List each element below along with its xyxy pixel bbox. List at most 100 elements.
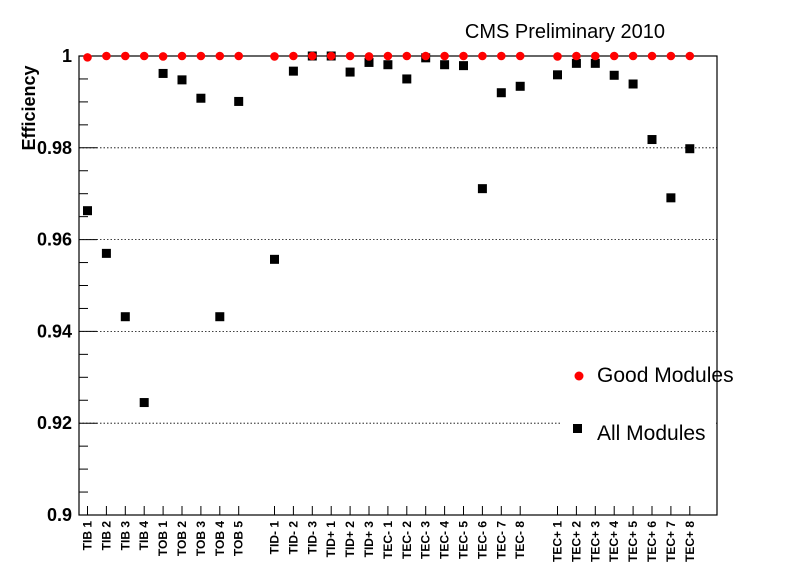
x-tick-label: TEC- 8: [513, 521, 527, 559]
good-modules-point: [326, 51, 336, 61]
x-tick-label: TIB 1: [81, 521, 95, 551]
x-tick-label: TEC+ 3: [588, 521, 602, 562]
legend: Good Modules All Modules: [560, 350, 734, 456]
chart-title: CMS Preliminary 2010: [465, 21, 665, 43]
all-modules-point: [590, 58, 600, 68]
all-modules-point: [628, 79, 638, 89]
y-tick-label: 1: [62, 46, 72, 66]
x-tick-label: TOB 4: [213, 521, 227, 556]
all-modules-point: [440, 60, 450, 70]
x-tick-label: TEC+ 6: [645, 521, 659, 562]
y-tick-label: 0.96: [37, 230, 72, 250]
legend-marker-good: [574, 371, 584, 381]
good-modules-point: [102, 51, 111, 61]
axis-ticks: 0.9 0.92 0.94 0.96 0.98 1: [37, 46, 691, 525]
all-modules-point: [158, 68, 168, 78]
good-modules-point: [459, 51, 468, 61]
all-modules-point: [270, 254, 279, 264]
x-tick-label: TID+ 1: [324, 521, 338, 558]
x-tick-label: TEC- 7: [494, 521, 508, 559]
y-axis-label: Efficiency: [19, 65, 39, 150]
x-tick-label: TID- 1: [268, 521, 282, 555]
good-modules-point: [572, 51, 581, 61]
y-tick-label: 0.9: [47, 505, 72, 525]
all-modules-point: [120, 312, 130, 322]
x-tick-label: TEC- 2: [400, 521, 414, 559]
all-modules-point: [459, 61, 468, 71]
good-modules-point: [478, 51, 487, 61]
legend-label-all: All Modules: [597, 422, 706, 445]
good-modules-point: [383, 51, 393, 61]
all-modules-point: [553, 70, 562, 80]
y-tick-label: 0.92: [37, 413, 72, 433]
x-tick-label: TEC- 6: [475, 521, 489, 559]
all-modules-point: [571, 58, 581, 68]
all-modules-point: [196, 93, 206, 103]
all-modules-point: [515, 81, 525, 91]
x-tick-label: TOB 3: [194, 521, 208, 556]
legend-marker-all: [573, 424, 582, 433]
good-modules-point: [647, 51, 657, 61]
x-tick-label: TEC+ 8: [683, 521, 697, 562]
all-modules-point: [383, 60, 393, 70]
all-modules-point: [139, 398, 149, 408]
all-modules-point: [496, 88, 506, 98]
good-modules-point: [308, 51, 317, 61]
good-modules-point: [177, 51, 187, 61]
data-points: [83, 51, 695, 408]
all-modules-point: [83, 206, 92, 216]
all-modules-point: [177, 75, 187, 85]
good-modules-point: [591, 51, 600, 61]
good-modules-point: [234, 51, 243, 61]
good-modules-point: [440, 51, 449, 61]
all-modules-point: [345, 67, 355, 77]
legend-label-good: Good Modules: [597, 364, 734, 387]
all-modules-point: [666, 193, 676, 203]
x-tick-label: TEC+ 4: [607, 521, 621, 562]
x-tick-label: TOB 5: [232, 521, 246, 556]
good-modules-point: [345, 51, 355, 61]
all-modules-point: [402, 74, 412, 84]
all-modules-point: [101, 248, 111, 258]
x-tick-label: TOB 1: [156, 521, 170, 556]
x-tick-labels: TIB 1 TIB 2 TIB 3 TIB 4 TOB 1 TOB 2 TOB 3 TOB 4…: [81, 521, 697, 562]
good-modules-point: [666, 51, 676, 61]
all-modules-point: [609, 70, 619, 80]
all-modules-point: [288, 66, 298, 76]
good-modules-point: [628, 51, 638, 61]
x-tick-label: TEC- 3: [419, 521, 433, 559]
y-tick-label: 0.94: [37, 321, 72, 341]
x-tick-label: TID- 3: [305, 521, 319, 555]
good-modules-point: [121, 51, 130, 61]
all-modules-point: [685, 144, 695, 154]
good-modules-point: [685, 51, 695, 61]
x-tick-label: TEC- 4: [438, 521, 452, 559]
all-modules-point: [647, 135, 657, 145]
good-modules-point: [289, 51, 298, 61]
good-modules-point: [402, 51, 412, 61]
good-modules-point: [83, 53, 92, 62]
good-modules-point: [364, 52, 374, 61]
legend-box: [560, 350, 716, 456]
x-tick-label: TIB 2: [99, 521, 113, 551]
good-modules-point: [609, 51, 619, 61]
good-modules-point: [497, 51, 506, 61]
x-tick-label: TIB 3: [118, 521, 132, 551]
good-modules-point: [196, 51, 206, 61]
good-modules-point: [215, 51, 225, 61]
x-tick-label: TID+ 3: [362, 521, 376, 558]
good-modules-point: [139, 51, 149, 61]
good-modules-point: [421, 51, 431, 61]
good-modules-point: [270, 52, 279, 61]
x-tick-label: TEC+ 1: [551, 521, 565, 562]
good-modules-point: [553, 52, 562, 61]
x-tick-label: TOB 2: [175, 521, 189, 556]
x-tick-label: TID+ 2: [343, 521, 357, 558]
y-tick-label: 0.98: [37, 138, 72, 158]
x-tick-label: TEC+ 5: [626, 521, 640, 562]
good-modules-point: [515, 51, 525, 61]
all-modules-point: [364, 57, 374, 67]
all-modules-point: [477, 184, 487, 194]
x-tick-label: TID- 2: [286, 521, 300, 555]
